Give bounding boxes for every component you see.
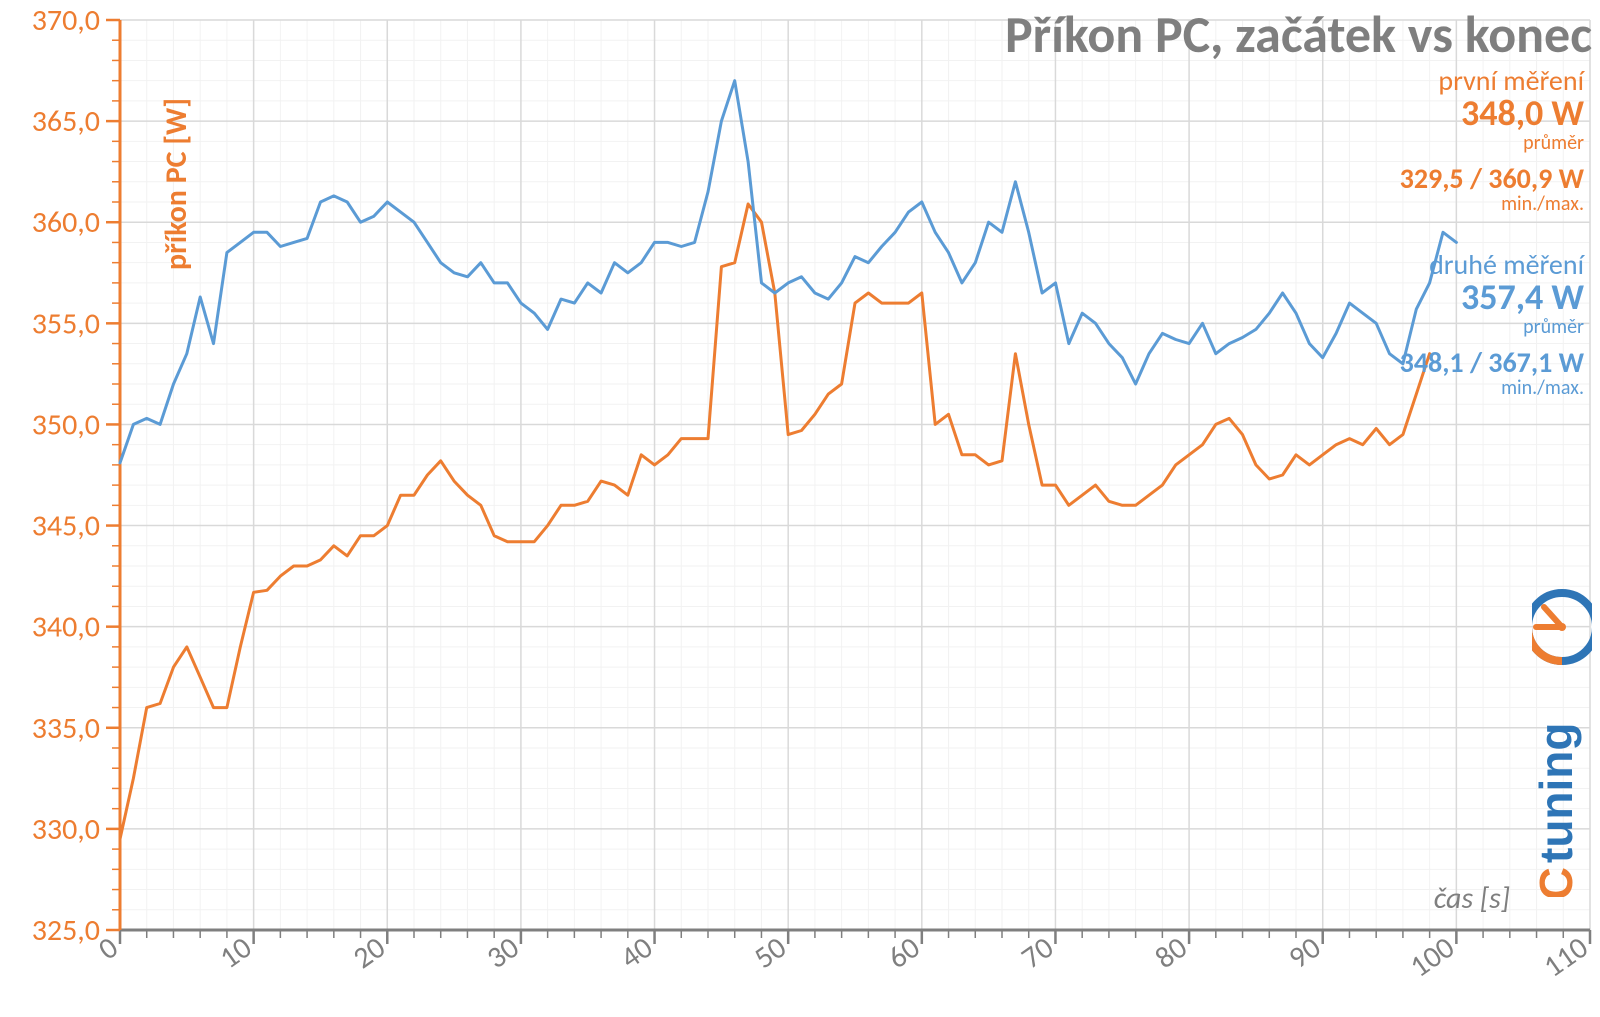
svg-text:360,0: 360,0	[32, 204, 100, 241]
stats-s2-avg: 357,4 W	[1400, 279, 1584, 317]
stats-s1-minmax: 329,5 / 360,9 W	[1400, 164, 1584, 193]
svg-text:40: 40	[614, 929, 660, 977]
stats-s1-avg-label: průměr	[1400, 133, 1584, 154]
svg-text:tuning: tuning	[1532, 723, 1582, 864]
svg-text:30: 30	[480, 929, 526, 977]
y-axis-label: příkon PC [W]	[158, 98, 195, 270]
pctuning-logo: PC tuning	[1532, 557, 1592, 897]
svg-text:50: 50	[747, 929, 793, 977]
svg-text:PC: PC	[1532, 867, 1582, 897]
pctuning-logo-svg: PC tuning	[1532, 557, 1592, 897]
svg-text:340,0: 340,0	[32, 609, 100, 646]
svg-text:20: 20	[346, 929, 392, 977]
stats-s2-minmax-label: min./max.	[1400, 378, 1584, 399]
stats-series-1: první měření 348,0 W průměr 329,5 / 360,…	[1400, 66, 1584, 215]
stats-s1-avg: 348,0 W	[1400, 95, 1584, 133]
svg-text:90: 90	[1282, 929, 1328, 977]
svg-text:350,0: 350,0	[32, 406, 100, 443]
svg-text:365,0: 365,0	[32, 103, 100, 140]
svg-text:325,0: 325,0	[32, 912, 100, 949]
svg-text:70: 70	[1014, 929, 1060, 977]
svg-text:110: 110	[1537, 929, 1596, 985]
svg-text:10: 10	[213, 929, 259, 977]
chart-title: Příkon PC, začátek vs konec	[1005, 2, 1592, 66]
line-chart-svg: 0102030405060708090100110325,0330,0335,0…	[0, 0, 1600, 1017]
svg-text:330,0: 330,0	[32, 811, 100, 848]
stats-s2-avg-label: průměr	[1400, 317, 1584, 338]
svg-text:335,0: 335,0	[32, 710, 100, 747]
stats-s2-minmax: 348,1 / 367,1 W	[1400, 348, 1584, 377]
svg-text:355,0: 355,0	[32, 305, 100, 342]
stats-series-2: druhé měření 357,4 W průměr 348,1 / 367,…	[1400, 250, 1584, 399]
svg-text:80: 80	[1148, 929, 1194, 977]
svg-text:100: 100	[1403, 929, 1462, 985]
svg-text:345,0: 345,0	[32, 508, 100, 545]
stats-s1-minmax-label: min./max.	[1400, 194, 1584, 215]
svg-text:60: 60	[881, 929, 927, 977]
chart-container: 0102030405060708090100110325,0330,0335,0…	[0, 0, 1600, 1017]
svg-text:370,0: 370,0	[32, 2, 100, 39]
x-axis-label: čas [s]	[1434, 880, 1510, 917]
